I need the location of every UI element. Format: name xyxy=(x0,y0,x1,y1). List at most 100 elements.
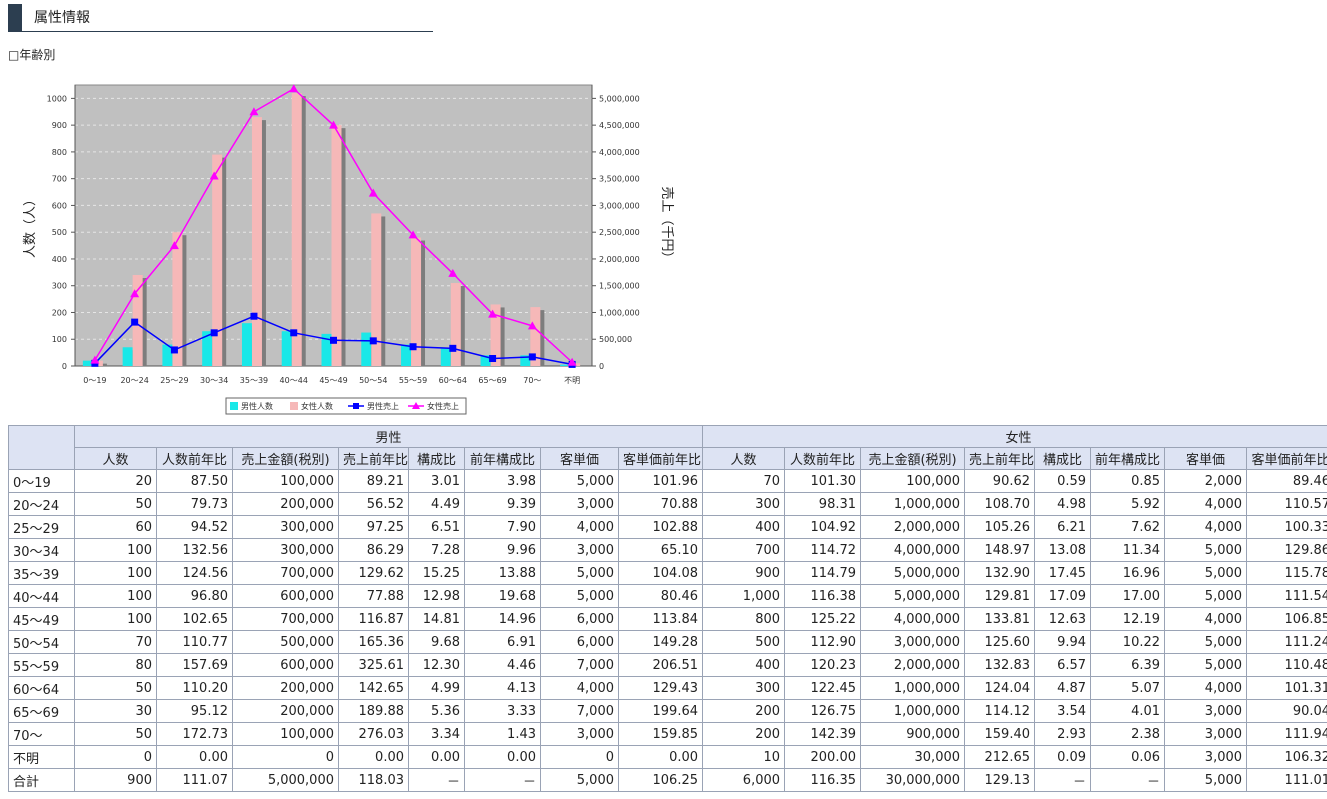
category-label: 45～49 xyxy=(319,376,347,385)
male-cell: 95.12 xyxy=(156,699,233,723)
female-cell: 2,000,000 xyxy=(860,515,966,539)
female-sales-marker xyxy=(90,355,100,364)
male-sales-marker xyxy=(290,329,298,337)
male-sales-marker xyxy=(250,312,258,320)
female-cell: 300 xyxy=(702,676,786,700)
female-cell: 4,000 xyxy=(1164,607,1248,631)
male-cell: 124.56 xyxy=(156,561,233,585)
female-count-bar xyxy=(371,213,382,366)
female-sales-marker xyxy=(289,84,299,93)
category-label: 0～19 xyxy=(83,376,106,385)
male-sales-marker xyxy=(449,344,457,352)
male-col-header: 客単価 xyxy=(540,447,619,470)
female-cell: 12.63 xyxy=(1034,607,1092,631)
female-cell: 100.33 xyxy=(1246,515,1327,539)
male-cell: 6.51 xyxy=(408,515,465,539)
male-cell: 6,000 xyxy=(540,630,619,654)
row-label: 不明 xyxy=(8,745,75,769)
female-col-header: 人数 xyxy=(702,447,786,470)
female-cell: 6.39 xyxy=(1090,653,1166,677)
male-cell: 0 xyxy=(540,745,619,769)
row-label: 65～69 xyxy=(8,699,75,723)
male-cell: 0.00 xyxy=(156,745,233,769)
male-cell: 80.46 xyxy=(617,584,704,608)
male-cell: 3,000 xyxy=(540,722,619,746)
female-cell: 5,000 xyxy=(1164,630,1248,654)
female-cell: 2.38 xyxy=(1090,722,1166,746)
male-cell: 94.52 xyxy=(156,515,233,539)
male-cell: 3.98 xyxy=(464,469,541,493)
male-cell: － xyxy=(464,768,541,792)
male-cell: 132.56 xyxy=(156,538,233,562)
female-cell: 3,000 xyxy=(1164,722,1248,746)
male-col-header: 売上前年比 xyxy=(338,447,409,470)
male-cell: 7,000 xyxy=(540,653,619,677)
section-header-bar xyxy=(8,4,22,31)
female-cell: 106.85 xyxy=(1246,607,1327,631)
male-sales-marker xyxy=(330,336,337,344)
male-sales-marker xyxy=(210,329,218,337)
male-cell: 113.84 xyxy=(617,607,704,631)
female-cell: 70 xyxy=(702,469,786,493)
left-tick-label: 500 xyxy=(52,228,67,237)
row-label: 50～54 xyxy=(8,630,75,654)
female-cell: 7.62 xyxy=(1090,515,1166,539)
male-group-header: 男性 xyxy=(73,425,704,448)
male-cell: 14.96 xyxy=(464,607,541,631)
female-cell: 30,000 xyxy=(860,745,966,769)
male-count-bar xyxy=(202,331,213,366)
female-count-bar xyxy=(251,117,262,366)
male-count-bar xyxy=(401,344,412,366)
male-cell: 700,000 xyxy=(232,561,339,585)
legend-marker xyxy=(353,403,359,409)
row-label: 25～29 xyxy=(8,515,75,539)
female-cell: 900 xyxy=(702,561,786,585)
male-sales-marker xyxy=(409,343,417,351)
right-tick-label: 3,000,000 xyxy=(599,201,640,210)
female-col-header: 人数前年比 xyxy=(784,447,862,470)
female-cell: 2.93 xyxy=(1034,722,1092,746)
right-tick-label: 2,500,000 xyxy=(599,228,640,237)
male-cell: 276.03 xyxy=(338,722,409,746)
male-cell: 206.51 xyxy=(617,653,704,677)
female-cell: 4,000 xyxy=(1164,515,1248,539)
female-cell: 90.04 xyxy=(1246,699,1327,723)
left-axis-title: 人数（人） xyxy=(23,193,38,258)
male-count-bar xyxy=(82,360,93,366)
category-label: 40～44 xyxy=(280,376,308,385)
male-cell: 149.28 xyxy=(617,630,704,654)
female-cell: 100,000 xyxy=(860,469,966,493)
male-sales-marker xyxy=(131,318,139,326)
legend-label: 女性売上 xyxy=(427,401,459,411)
female-cell: 4.01 xyxy=(1090,699,1166,723)
male-cell: 200,000 xyxy=(232,492,339,516)
female-cell: 112.90 xyxy=(784,630,862,654)
female-cell: 1,000,000 xyxy=(860,492,966,516)
female-cell: 10 xyxy=(702,745,786,769)
table-row: 65～69 30 95.12 200,000 189.88 5.36 3.33 7,000 19… xyxy=(8,699,1327,723)
male-cell: 50 xyxy=(74,492,157,516)
female-cell: 4,000,000 xyxy=(860,538,966,562)
male-count-bar xyxy=(162,344,173,366)
female-count-bar xyxy=(530,307,541,366)
male-cell: 118.03 xyxy=(338,768,409,792)
male-cell: 4.46 xyxy=(464,653,541,677)
female-cell: 3.54 xyxy=(1034,699,1092,723)
female-cell: 0.09 xyxy=(1034,745,1092,769)
male-cell: 5,000 xyxy=(540,768,619,792)
section-title: 属性情報 xyxy=(34,10,90,26)
female-cell: 400 xyxy=(702,653,786,677)
female-cell: 132.90 xyxy=(964,561,1036,585)
female-col-header: 売上前年比 xyxy=(964,447,1036,470)
table-row: 20～24 50 79.73 200,000 56.52 4.49 9.39 3,000 70.… xyxy=(8,492,1327,516)
male-cell: 100 xyxy=(74,584,157,608)
female-cell: 4,000 xyxy=(1164,492,1248,516)
male-cell: 20 xyxy=(74,469,157,493)
category-label: 70～ xyxy=(523,376,541,385)
female-cell: 16.96 xyxy=(1090,561,1166,585)
female-cell: 5,000 xyxy=(1164,584,1248,608)
female-cell: 4.98 xyxy=(1034,492,1092,516)
category-label: 60～64 xyxy=(439,376,467,385)
category-label: 30～34 xyxy=(200,376,228,385)
male-sales-marker xyxy=(170,346,178,354)
